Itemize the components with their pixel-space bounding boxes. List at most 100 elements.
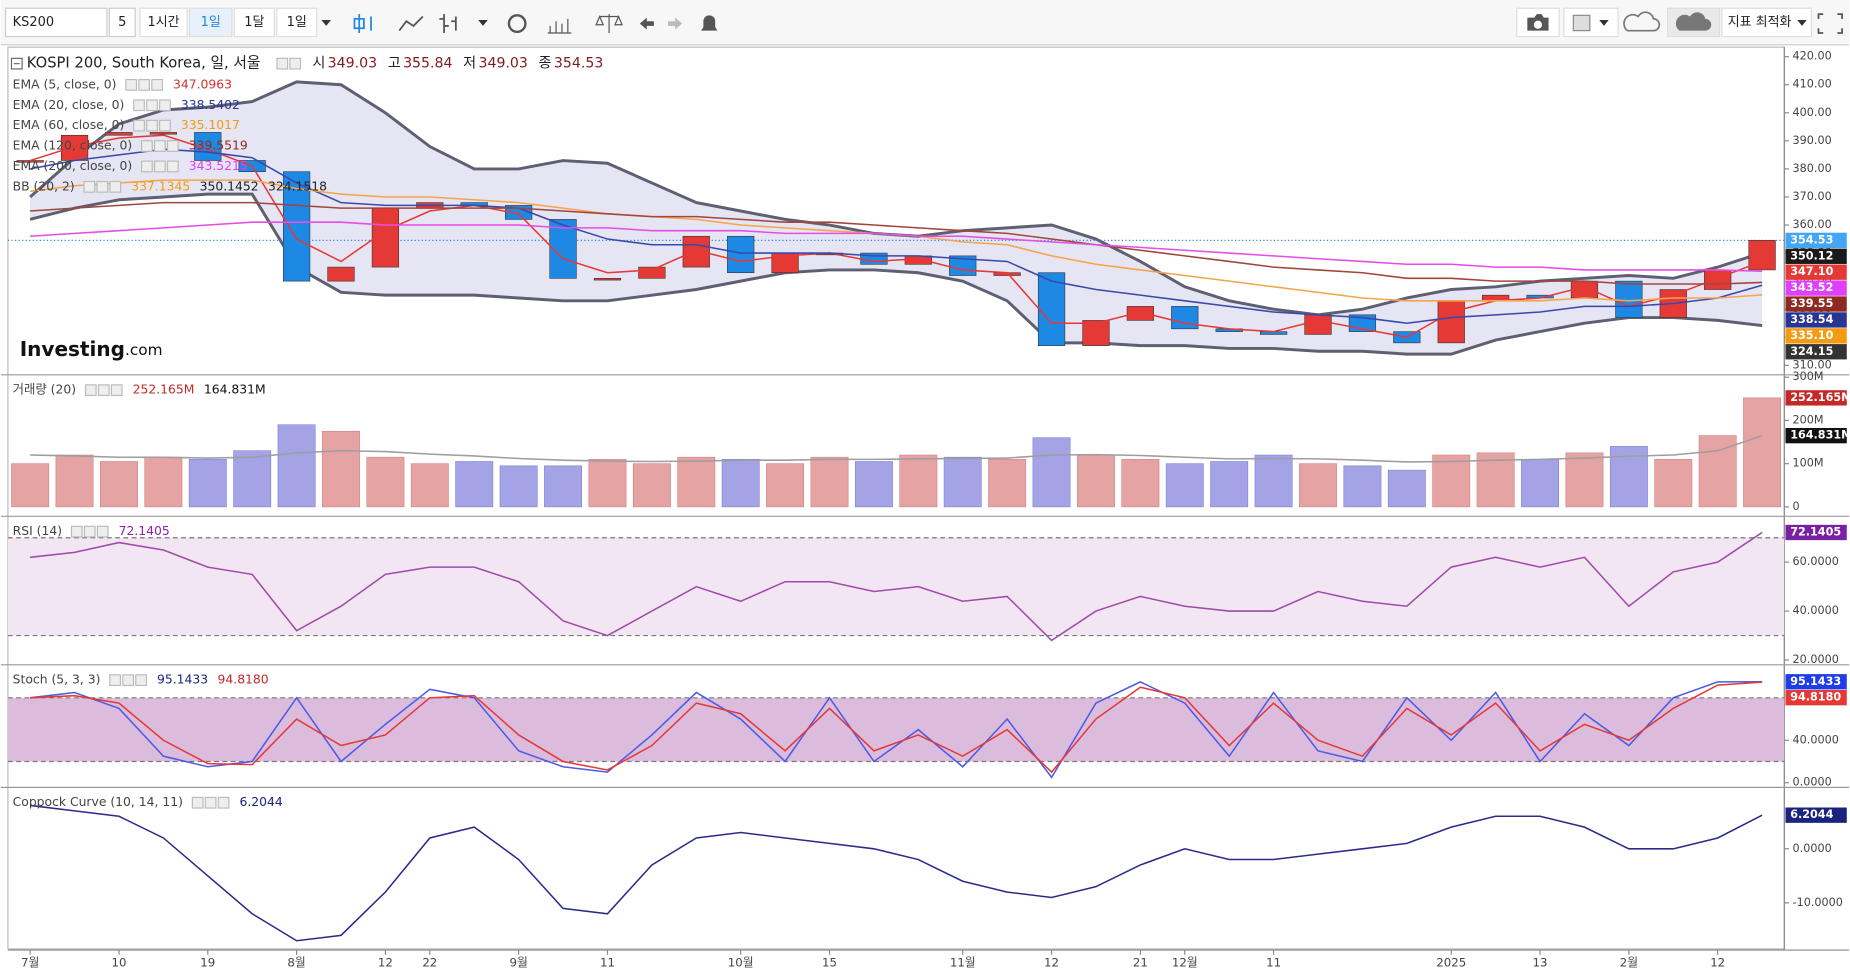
legend-icon[interactable] — [159, 119, 171, 132]
button-bg[interactable] — [233, 7, 275, 38]
legend-icon[interactable] — [97, 384, 110, 397]
interval-button[interactable]: 1달 — [244, 15, 264, 30]
legend-icon[interactable] — [153, 160, 166, 173]
cloud-load-icon[interactable] — [1623, 11, 1661, 32]
y-tick-label: 0 — [1793, 500, 1800, 513]
legend-icon[interactable] — [96, 180, 109, 193]
legend-icon[interactable] — [109, 674, 122, 687]
line-icon[interactable] — [398, 15, 424, 32]
value-tag — [1785, 312, 1847, 328]
legend-icon[interactable] — [191, 796, 204, 809]
legend-icon[interactable] — [166, 160, 179, 173]
legend-icon[interactable] — [141, 140, 153, 152]
legend-icon[interactable] — [83, 180, 96, 193]
value-tag — [1785, 264, 1847, 280]
alert-icon[interactable] — [701, 15, 718, 34]
legend-icon[interactable] — [159, 99, 171, 112]
value-tag — [1785, 807, 1847, 823]
legend-icon[interactable] — [83, 525, 96, 538]
legend-icon[interactable] — [146, 119, 158, 132]
candle — [1437, 300, 1465, 344]
fullscreen-icon[interactable] — [1817, 13, 1843, 34]
legend-name: BB (20, 2) — [13, 179, 75, 193]
dropdown-arrow[interactable] — [478, 20, 488, 26]
volume-bar — [499, 465, 538, 508]
legend-icon[interactable] — [110, 384, 123, 397]
interval-box[interactable] — [108, 7, 136, 38]
watermark: Investing.com — [20, 337, 163, 361]
x-tick-label: 10 — [111, 956, 126, 970]
button-bg[interactable] — [188, 7, 233, 38]
candle-icon[interactable] — [353, 14, 372, 34]
x-tick-label: 22 — [422, 956, 437, 970]
legend-icon[interactable] — [138, 78, 151, 91]
pane-plot — [11, 397, 1782, 508]
legend-value: 164.831M — [204, 383, 266, 397]
ohlc-value: 355.84 — [403, 56, 452, 72]
y-tick-label: 40.0000 — [1793, 733, 1839, 746]
chart-type-icons[interactable] — [353, 14, 457, 34]
volume-bar — [1032, 437, 1071, 508]
undo-icon[interactable] — [639, 17, 654, 30]
value-tag-label: 252.165M — [1790, 391, 1850, 404]
volume-bar — [899, 454, 938, 508]
legend-value: 338.5402 — [181, 98, 240, 112]
legend-icon[interactable] — [125, 78, 138, 91]
interval-button[interactable]: 1시간 — [147, 15, 179, 30]
series-line — [30, 804, 1763, 942]
value-tag — [1785, 296, 1847, 312]
pane-plot — [7, 681, 1785, 779]
legend-icon[interactable] — [166, 140, 179, 152]
dropdown-arrow[interactable] — [1797, 20, 1807, 26]
legend-icon[interactable] — [135, 674, 147, 687]
legend-icon[interactable] — [133, 99, 145, 112]
y-tick-label: 400.00 — [1793, 106, 1832, 119]
y-tick-label: 410.00 — [1793, 78, 1832, 91]
legend-icon[interactable] — [146, 99, 158, 112]
legend-icon[interactable] — [217, 796, 230, 809]
legend-icon[interactable] — [70, 525, 83, 538]
series-line — [30, 434, 1763, 463]
cloud-save-icon[interactable] — [1675, 12, 1712, 31]
volume-bar — [1077, 454, 1115, 508]
indicator-icon[interactable] — [547, 18, 572, 34]
interval[interactable]: 5 — [118, 15, 126, 30]
symbol-box[interactable] — [4, 7, 108, 38]
button-bg[interactable] — [139, 7, 188, 38]
legend-icon[interactable] — [96, 525, 109, 538]
dropdown-arrow[interactable] — [1599, 20, 1609, 26]
x-tick-label: 2월 — [1620, 956, 1638, 970]
dropdown-arrow[interactable] — [321, 20, 331, 26]
value-tag — [1785, 390, 1847, 406]
x-tick-label: 12 — [1044, 956, 1059, 970]
button-bg[interactable] — [1721, 7, 1813, 38]
color-icon[interactable] — [1572, 14, 1591, 32]
legend-icon[interactable] — [204, 796, 217, 809]
interval-button[interactable]: 1일 — [287, 15, 307, 30]
button-bg[interactable] — [1563, 7, 1619, 38]
optimize-button[interactable]: 지표 최적화 — [1728, 15, 1792, 30]
camera-lens — [1533, 20, 1543, 29]
volume-bar — [455, 461, 494, 508]
volume-bar — [1343, 465, 1382, 508]
compare-icon[interactable] — [595, 14, 623, 34]
interval-button[interactable]: 1일 — [201, 15, 221, 30]
legend-icon[interactable] — [153, 140, 166, 152]
y-tick-label: -10.0000 — [1793, 896, 1843, 909]
legend-icon[interactable] — [151, 78, 163, 91]
legend-icon[interactable] — [122, 674, 135, 687]
x-tick-label: 8월 — [287, 956, 305, 970]
bar-icon[interactable] — [439, 14, 457, 34]
legend-icon[interactable] — [133, 119, 145, 132]
symbol[interactable]: KS200 — [13, 15, 54, 30]
legend-icon[interactable] — [84, 384, 97, 397]
redo-icon[interactable] — [668, 17, 683, 30]
legend-icon[interactable] — [109, 180, 122, 193]
x-tick-label: 21 — [1133, 956, 1148, 970]
legend-icon[interactable] — [289, 57, 302, 70]
legend-icon[interactable] — [141, 160, 153, 173]
x-tick-label: 9월 — [509, 956, 527, 970]
legend-icon[interactable] — [276, 57, 289, 70]
button-bg[interactable] — [276, 7, 318, 38]
settings-icon[interactable] — [507, 14, 527, 34]
